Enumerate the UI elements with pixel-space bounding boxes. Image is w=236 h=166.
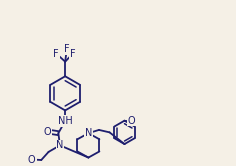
Text: O: O [44, 126, 52, 137]
Text: F: F [70, 48, 76, 59]
Text: N: N [56, 140, 64, 150]
Text: F: F [64, 44, 70, 54]
Text: F: F [53, 48, 59, 59]
Text: O: O [128, 116, 135, 126]
Text: O: O [28, 155, 35, 165]
Text: NH: NH [58, 116, 72, 126]
Text: N: N [85, 128, 92, 138]
